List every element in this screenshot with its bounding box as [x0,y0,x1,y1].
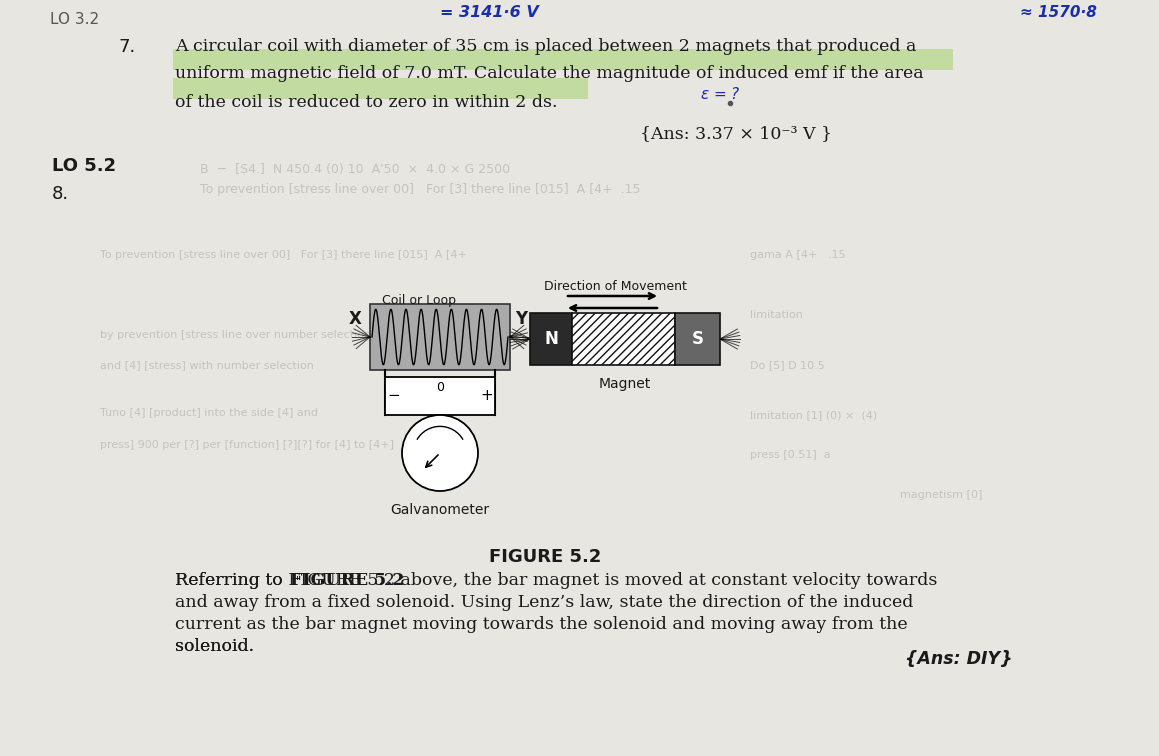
Text: current as the bar magnet moving towards the solenoid and ​moving away from the: current as the bar magnet moving towards… [175,616,907,633]
Text: by prevention [stress line over number selection]: by prevention [stress line over number s… [100,330,376,340]
Text: press] 900 per [?] per [function] [?][?] for [4] to [4+]: press] 900 per [?] per [function] [?][?]… [100,440,394,450]
Text: Y: Y [515,310,527,328]
Text: 8.: 8. [52,185,70,203]
Text: Do [5] D 10.5: Do [5] D 10.5 [750,360,825,370]
Text: Referring to: Referring to [175,572,289,589]
Text: $\varepsilon$ = ?: $\varepsilon$ = ? [700,86,741,102]
Text: {Ans: DIY}: {Ans: DIY} [905,650,1013,668]
Text: +: + [480,389,493,404]
Text: 7.: 7. [118,38,136,56]
Text: gama A [4+   .15: gama A [4+ .15 [750,250,846,260]
Text: LO 3.2: LO 3.2 [50,12,100,27]
Text: Galvanometer: Galvanometer [391,503,489,517]
Text: of the coil is reduced to zero in within 2 ds.: of the coil is reduced to zero in within… [175,94,557,111]
Text: 0: 0 [436,381,444,394]
Text: Coil or Loop: Coil or Loop [382,294,455,307]
Bar [173,49,953,70]
Text: {Ans: 3.37 × 10⁻³ V }: {Ans: 3.37 × 10⁻³ V } [640,125,832,142]
Text: uniform magnetic field of 7.0 mT. Calculate the magnitude of induced emf if the : uniform magnetic field of 7.0 mT. Calcul… [175,65,924,82]
Text: FIGURE 5.2: FIGURE 5.2 [290,572,404,589]
Text: = 3141·6 V: = 3141·6 V [440,5,539,20]
Text: To prevention [stress line over 00]   For [3] there line [015]  A [4+: To prevention [stress line over 00] For … [100,250,467,260]
Text: Tuno [4] [product] into the side [4] and: Tuno [4] [product] into the side [4] and [100,408,318,418]
Text: solenoid.: solenoid. [175,638,254,655]
Bar [385,377,495,415]
Text: Referring to ​FIGURE 5.2​ above, the bar magnet is moved at constant velocity to: Referring to ​FIGURE 5.2​ above, the bar… [175,572,938,589]
Text: N: N [544,330,557,348]
Text: S: S [692,330,704,348]
Text: and [4] [stress] with number selection: and [4] [stress] with number selection [100,360,314,370]
Text: press [0.51]  a: press [0.51] a [750,450,831,460]
Bar [530,313,573,365]
Text: −: − [387,389,400,404]
Text: solenoid.: solenoid. [175,638,254,655]
Bar [173,78,588,99]
Text: limitation: limitation [750,310,803,320]
Bar [370,304,510,370]
Text: LO 5.2: LO 5.2 [52,157,116,175]
Text: limitation [1] (0) ×  (4): limitation [1] (0) × (4) [750,410,877,420]
Text: B  −  [S4.]  N 450.4 (0) 10  A'50  ×  4.0 × G 2500: B − [S4.] N 450.4 (0) 10 A'50 × 4.0 × G … [201,163,510,176]
Bar [573,313,675,365]
Text: A circular coil with diameter of 35 cm is placed between 2 magnets that produced: A circular coil with diameter of 35 cm i… [175,38,917,55]
Text: Magnet: Magnet [599,377,651,391]
Text: magnetism [0]: magnetism [0] [901,490,983,500]
Bar [675,313,720,365]
Circle shape [402,415,478,491]
Text: To prevention [stress line over 00]   For [3] there line [015]  A [4+  .15: To prevention [stress line over 00] For … [201,183,641,196]
Text: Direction of Movement: Direction of Movement [544,280,686,293]
Text: ≈ 1570·8: ≈ 1570·8 [1020,5,1096,20]
Text: X: X [349,310,362,328]
Text: FIGURE 5.2: FIGURE 5.2 [489,548,602,566]
Text: and away from a fixed solenoid. Using Lenz’s law, state the direction of the ind: and away from a fixed solenoid. Using Le… [175,594,913,611]
